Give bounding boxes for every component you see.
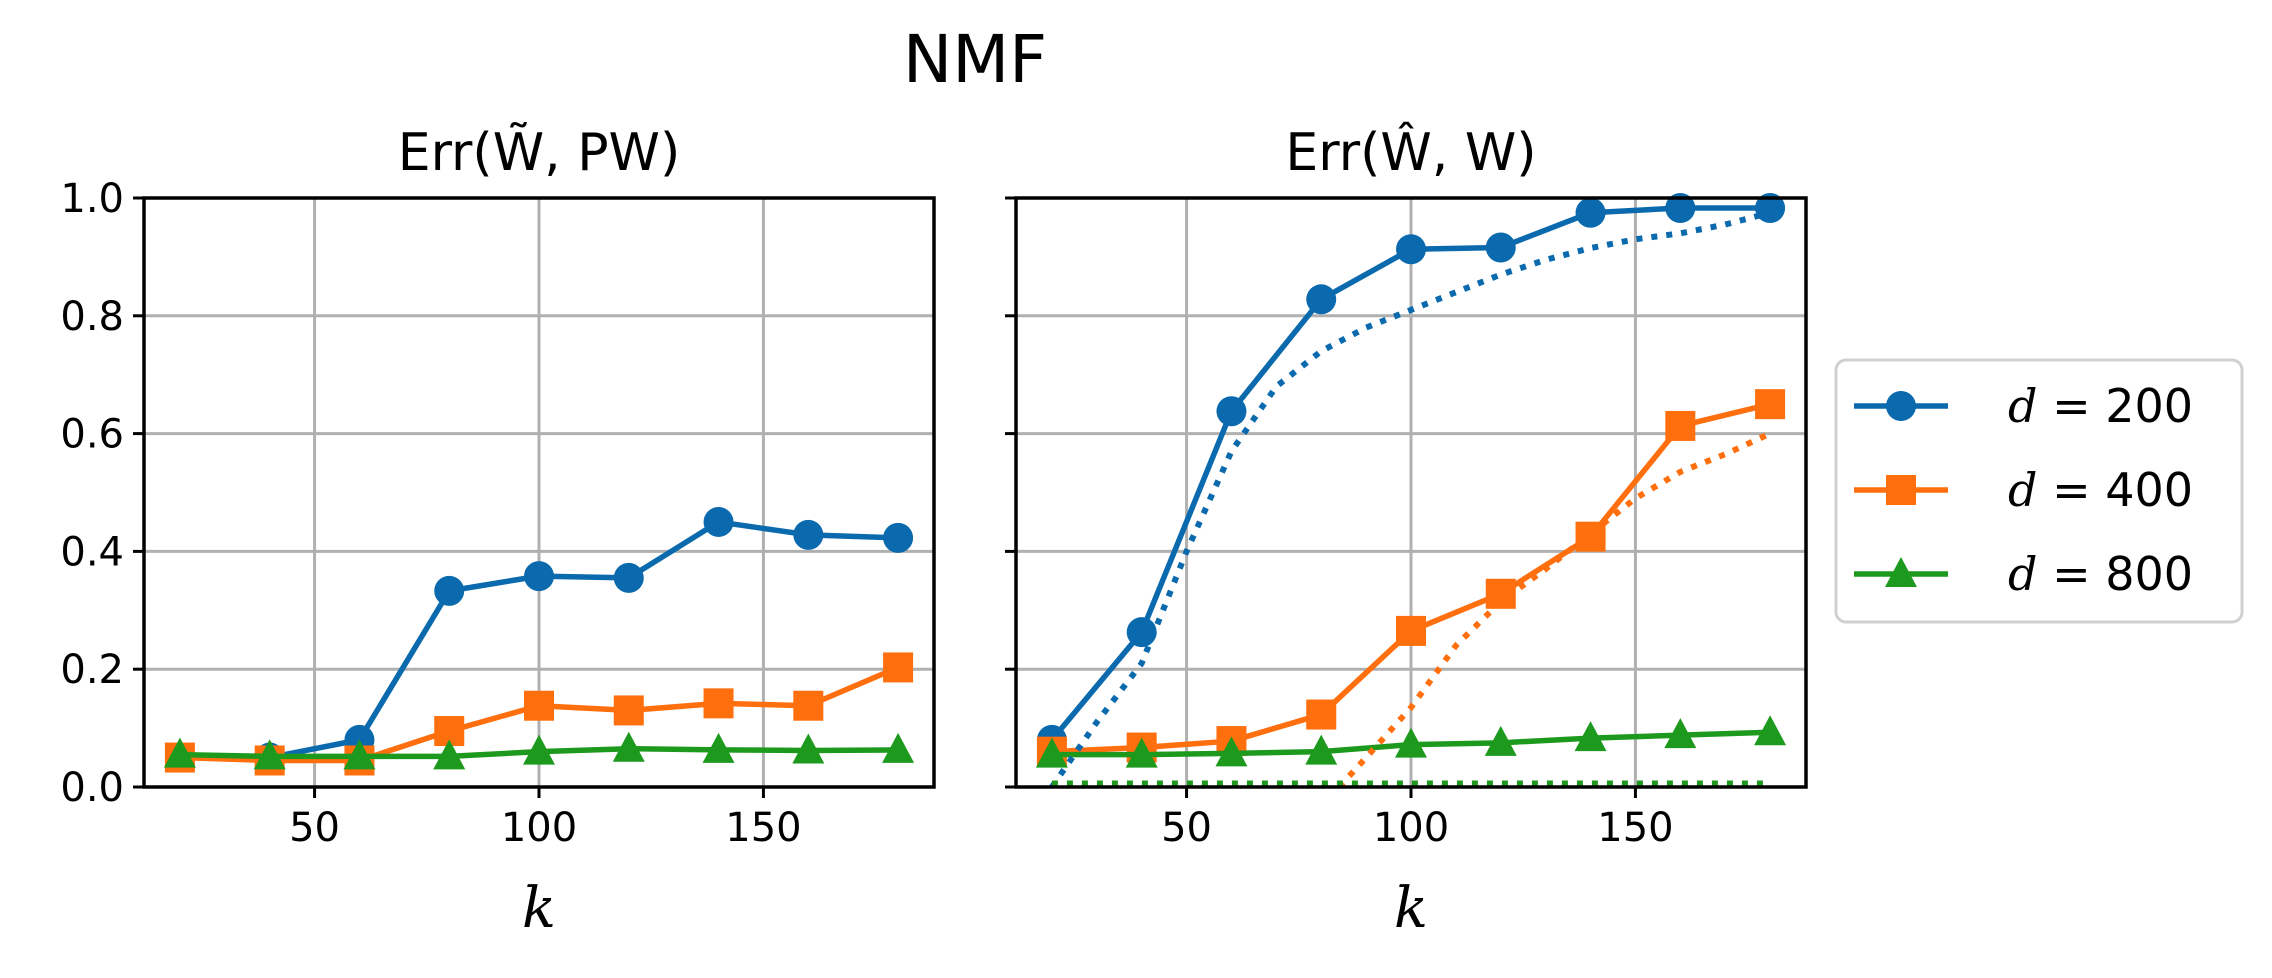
- data-point: [883, 652, 914, 683]
- series-line-5: [1336, 430, 1772, 787]
- data-point: [524, 561, 554, 592]
- data-point: [793, 519, 824, 550]
- data-point: [1306, 699, 1337, 730]
- data-point: [703, 688, 734, 719]
- data-point: [1485, 232, 1516, 263]
- legend-label: d = 400: [2008, 463, 2193, 517]
- x-tick-label: 100: [1373, 805, 1449, 851]
- data-point: [253, 739, 286, 770]
- chart-panel-1: 50 100 150 0.0 0.2 0.4 0.6 0.8 1.0 k Err(W̃, PW): [60, 122, 936, 941]
- data-point: [433, 739, 466, 770]
- y-tick-label: 1.0: [60, 176, 124, 222]
- data-point: [1396, 615, 1426, 646]
- data-point: [613, 695, 644, 726]
- x-tick-label: 50: [289, 805, 340, 851]
- x-tick-label: 150: [1597, 805, 1673, 851]
- data-point: [702, 732, 735, 763]
- x-tick-label: 50: [1161, 805, 1212, 851]
- data-point: [613, 562, 644, 593]
- data-point: [1575, 521, 1606, 552]
- legend-marker: [1886, 475, 1916, 505]
- data-point: [1665, 193, 1696, 224]
- chart-panel-2: 50 100 150 k Err(Ŵ, W): [1005, 122, 1808, 941]
- data-point: [1755, 389, 1786, 420]
- data-point: [882, 732, 915, 763]
- legend-marker: [1886, 391, 1916, 421]
- subplot-title: Err(W̃, PW): [398, 122, 681, 183]
- x-tick-label: 100: [501, 805, 577, 851]
- legend-entry: d = 200: [1854, 379, 2193, 433]
- data-point: [1664, 718, 1697, 749]
- data-point: [1305, 734, 1338, 765]
- data-point: [1484, 725, 1517, 756]
- x-axis-label: k: [522, 876, 556, 941]
- series-line-4: [1049, 209, 1771, 787]
- data-point: [1665, 410, 1696, 441]
- data-point: [793, 690, 824, 721]
- data-point: [1396, 234, 1426, 265]
- data-point: [792, 733, 825, 764]
- data-point: [434, 575, 465, 606]
- data-point: [883, 522, 914, 553]
- y-tick-label: 0.8: [60, 294, 124, 340]
- data-point: [1215, 736, 1248, 767]
- legend-box: [1834, 358, 2244, 624]
- y-tick-label: 0.4: [60, 529, 124, 575]
- y-tick-label: 0.2: [60, 647, 124, 693]
- y-tick-label: 0.6: [60, 412, 124, 458]
- legend-label: d = 800: [2008, 547, 2193, 601]
- data-point: [523, 734, 555, 765]
- legend: d = 200 d = 400 d = 800: [1834, 358, 2244, 624]
- data-point: [1755, 193, 1786, 224]
- data-point: [163, 737, 196, 768]
- data-point: [612, 731, 645, 762]
- data-point: [1125, 737, 1158, 768]
- data-point: [1395, 727, 1427, 758]
- data-point: [343, 739, 376, 770]
- data-point: [524, 690, 554, 721]
- x-tick-label: 150: [725, 805, 801, 851]
- legend-entry: d = 400: [1854, 463, 2193, 517]
- data-point: [1306, 284, 1337, 315]
- figure-title: NMF: [903, 21, 1047, 98]
- x-axis-label: k: [1394, 876, 1428, 941]
- legend-marker: [1885, 557, 1917, 587]
- data-point: [1126, 617, 1157, 648]
- y-tick-label: 0.0: [60, 765, 124, 811]
- data-point: [1575, 197, 1606, 228]
- legend-label: d = 200: [2008, 379, 2193, 433]
- subplot-title: Err(Ŵ, W): [1285, 122, 1536, 183]
- data-point: [703, 506, 734, 537]
- data-point: [1574, 721, 1607, 752]
- data-point: [1216, 396, 1247, 427]
- legend-entry: d = 800: [1854, 547, 2193, 601]
- data-point: [1754, 715, 1787, 746]
- data-point: [1035, 737, 1068, 768]
